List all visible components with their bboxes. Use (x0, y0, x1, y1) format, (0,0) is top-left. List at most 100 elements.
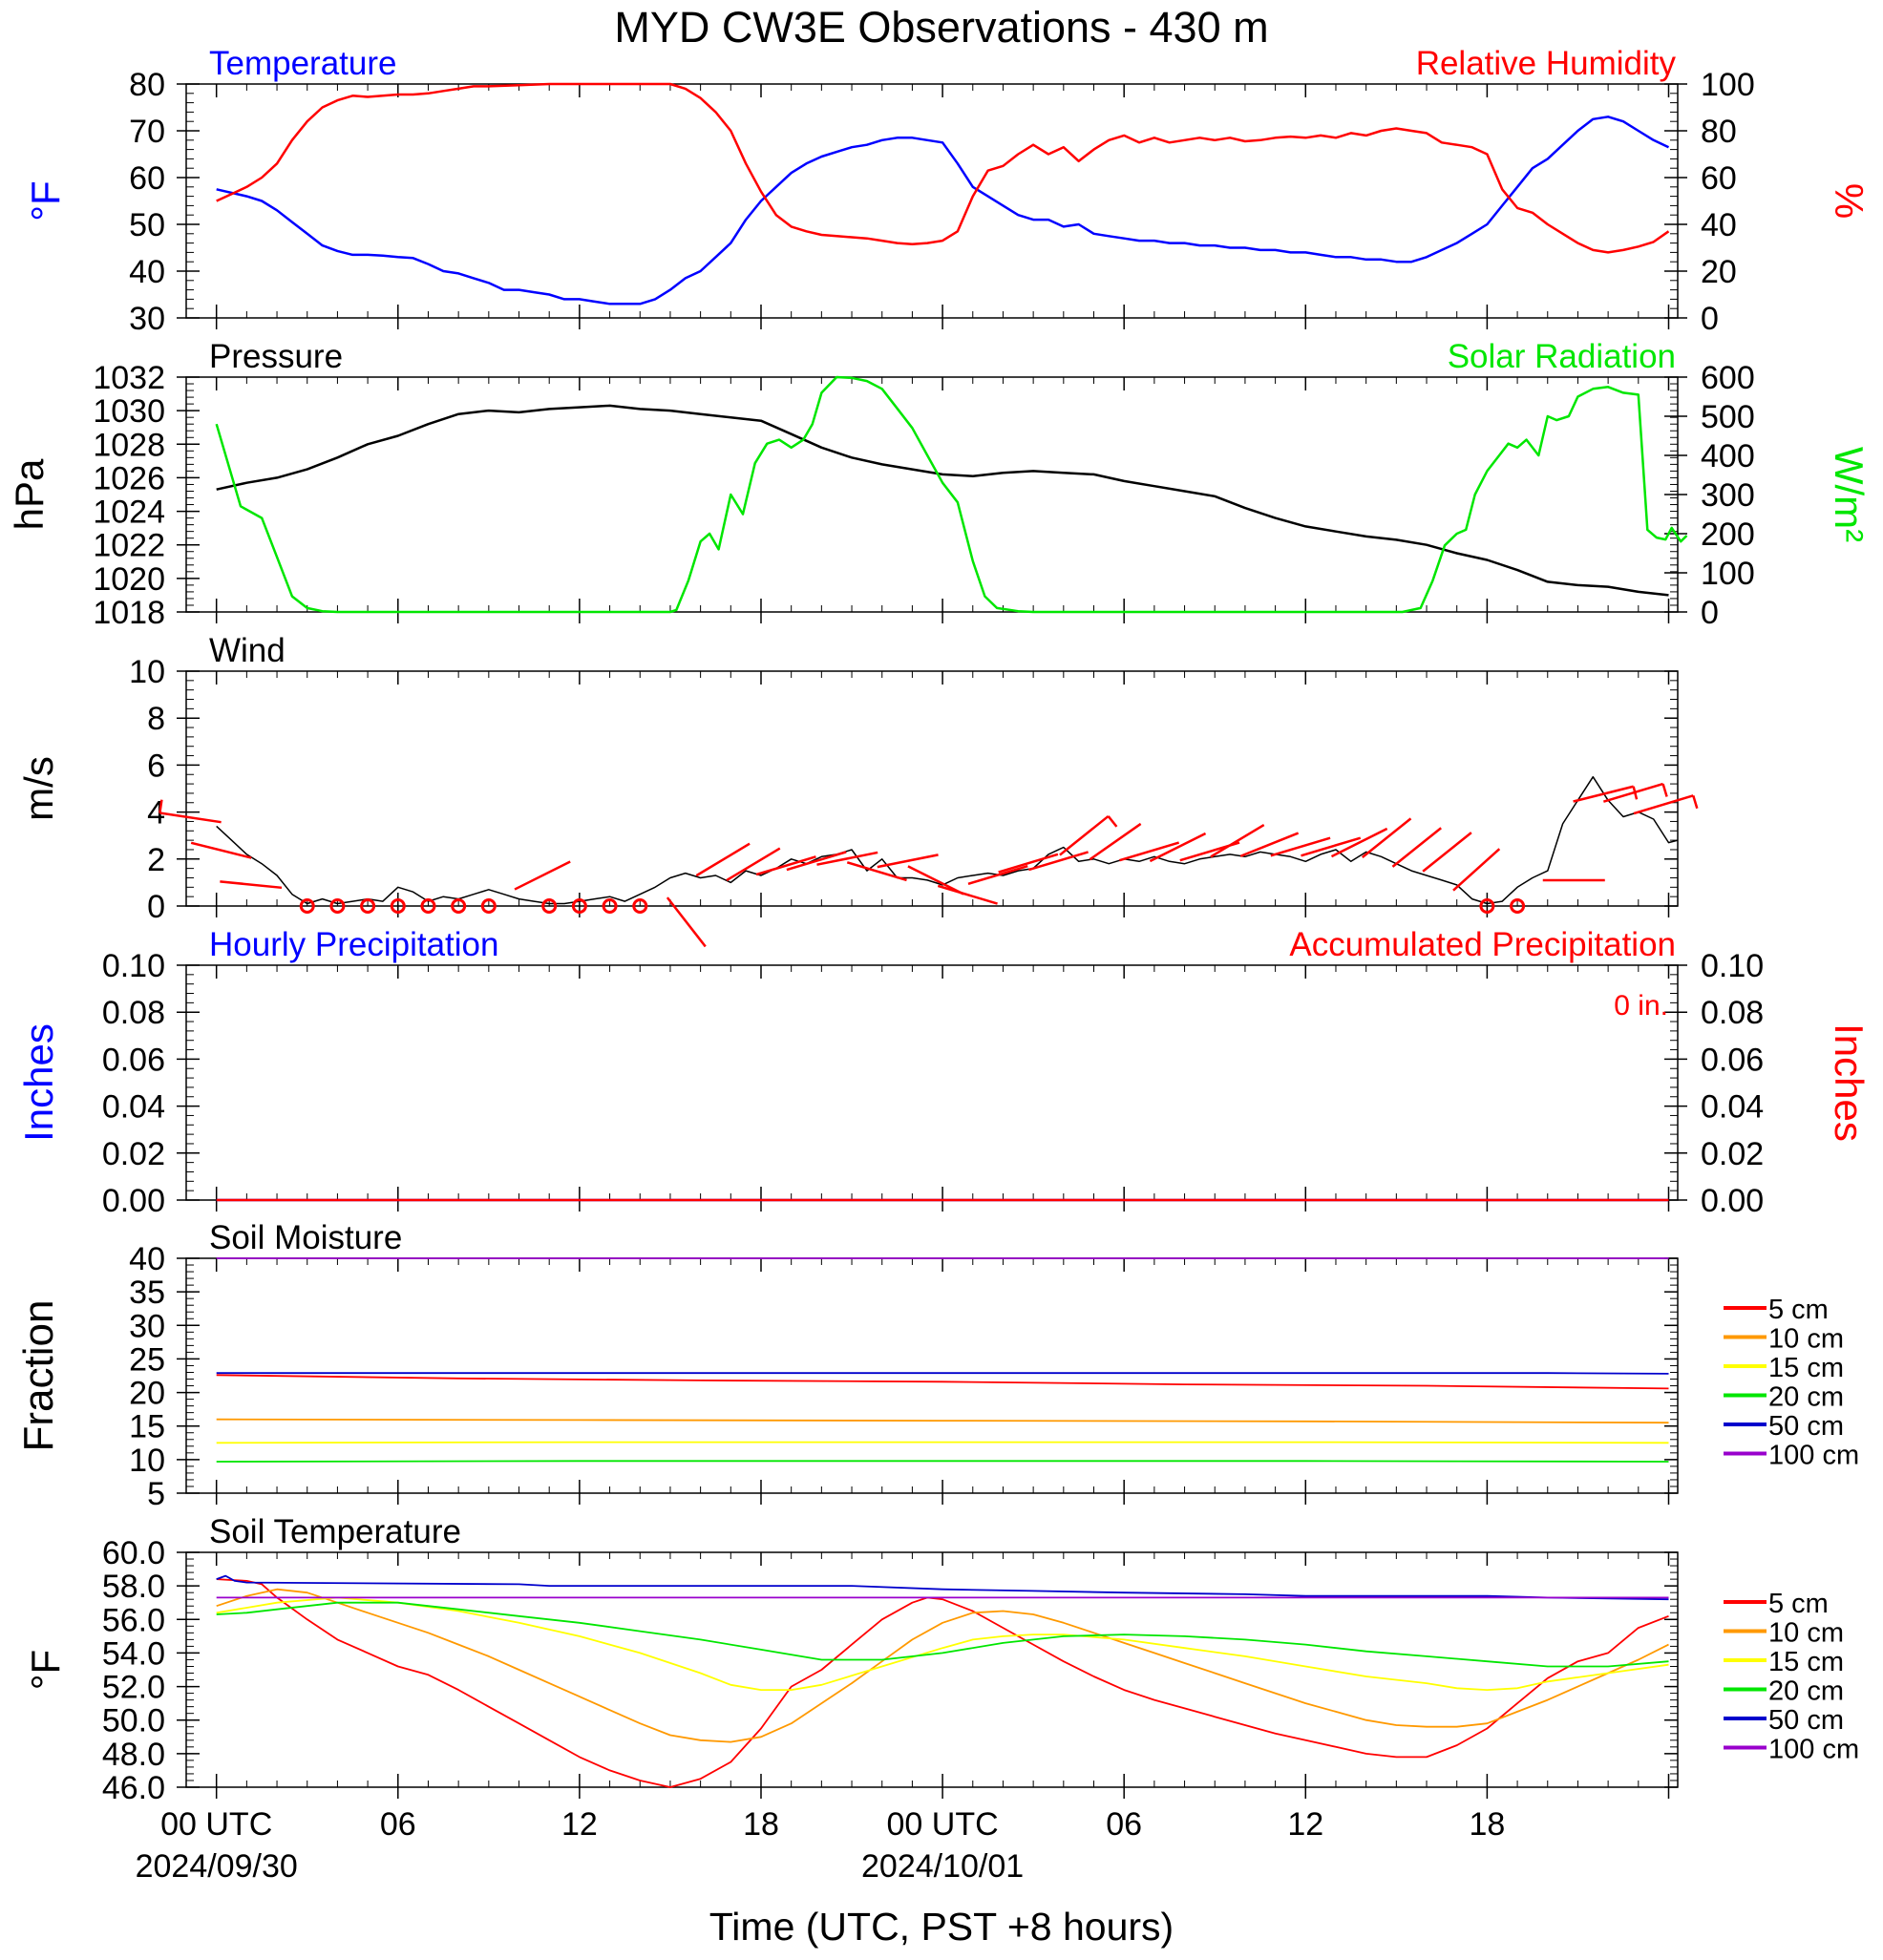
y-tick-label-left: 1024 (93, 495, 165, 531)
wind-barb (786, 851, 847, 872)
wind-barb (907, 865, 964, 896)
y-tick-label-right: 0.02 (1701, 1136, 1764, 1172)
y-tick-label-left: 1026 (93, 460, 165, 496)
wind-barb (1059, 814, 1110, 856)
y-tick-label-left: 1018 (93, 595, 165, 631)
wind-calm-marker (602, 898, 618, 914)
y-tick-label-left: 10 (129, 654, 165, 690)
wind-barb (998, 853, 1059, 874)
plot-frame (185, 670, 1679, 907)
legend-label: 20 cm (1768, 1676, 1844, 1707)
y-tick-label-right: 60 (1701, 160, 1737, 197)
y-tick-label-left: 1030 (93, 393, 165, 430)
y-axis-label-left: °F (23, 180, 68, 221)
y-tick-label-left: 52.0 (102, 1670, 165, 1706)
y-tick-label-left: 40 (129, 254, 165, 290)
y-tick-label-left: 30 (129, 1308, 165, 1344)
panel-title-right: Relative Humidity (1416, 45, 1677, 82)
panel-title-left: Soil Temperature (209, 1513, 461, 1550)
y-tick-label-left: 40 (129, 1241, 165, 1277)
y-tick-label-left: 48.0 (102, 1737, 165, 1773)
y-tick-label-left: 25 (129, 1341, 165, 1378)
wind-barb (1239, 832, 1300, 857)
series-line-20cm (216, 1460, 1669, 1463)
x-date-label: 2024/10/01 (861, 1848, 1024, 1885)
wind-barb-flag (1107, 815, 1118, 828)
y-axis-label-right: Inches (1827, 1023, 1872, 1142)
y-tick-label-left: 35 (129, 1275, 165, 1311)
legend-label: 100 cm (1768, 1441, 1859, 1471)
panel-temp_rh: 30 40 50 60 70 80 0 20 40 60 80 100 Temperature Relat… (23, 45, 1872, 337)
y-tick-label-left: 60 (129, 160, 165, 197)
y-tick-label-left: 56.0 (102, 1602, 165, 1638)
wind-barb (1270, 836, 1331, 857)
wind-calm-marker (541, 898, 558, 914)
y-tick-label-right: 200 (1701, 516, 1755, 553)
wind-calm-marker (299, 898, 315, 914)
x-tick-label: 12 (561, 1806, 598, 1843)
y-tick-label-right: 0.00 (1701, 1183, 1764, 1219)
x-tick-label: 18 (743, 1806, 779, 1843)
panel-title-left: Soil Moisture (209, 1219, 402, 1256)
y-tick-label-left: 0.02 (102, 1136, 165, 1172)
series-line-50cm (216, 1372, 1669, 1375)
y-axis-label-left: °F (23, 1650, 68, 1690)
y-axis-label-left: Inches (16, 1023, 61, 1142)
wind-calm-marker (1479, 898, 1495, 914)
legend-label: 15 cm (1768, 1353, 1844, 1383)
wind-barb (1422, 832, 1472, 873)
wind-barb (755, 855, 816, 876)
x-tick-label: 00 UTC (887, 1806, 999, 1843)
plot-frame (185, 83, 1679, 319)
wind-barb (666, 896, 707, 948)
wind-calm-marker (1510, 898, 1526, 914)
wind-barb (1119, 841, 1180, 862)
y-tick-label-right: 0.10 (1701, 948, 1764, 984)
wind-barb (1330, 827, 1388, 858)
y-tick-label-left: 6 (147, 748, 165, 784)
wind-barb (220, 880, 283, 890)
series-line-50cm (216, 1574, 1669, 1601)
x-tick-label: 18 (1469, 1806, 1505, 1843)
wind-barb-flag (1661, 783, 1668, 797)
series-line-10cm (216, 1588, 1669, 1743)
y-tick-label-left: 70 (129, 114, 165, 150)
wind-barb (1301, 836, 1362, 857)
plot-frame (185, 1551, 1679, 1788)
x-tick-label: 00 UTC (160, 1806, 272, 1843)
y-tick-label-right: 100 (1701, 556, 1755, 592)
series-line-black (216, 404, 1669, 597)
y-tick-label-right: 20 (1701, 254, 1737, 290)
wind-calm-marker (420, 898, 436, 914)
y-tick-label-left: 58.0 (102, 1569, 165, 1605)
wind-calm-marker (390, 898, 406, 914)
legend-label: 10 cm (1768, 1324, 1844, 1355)
wind-barb-flag (1692, 794, 1699, 810)
wind-calm-marker (451, 898, 467, 914)
series-line-15cm (216, 1596, 1669, 1691)
y-tick-label-right: 500 (1701, 399, 1755, 435)
series-line-black (216, 775, 1679, 905)
y-axis-label-left: hPa (7, 458, 52, 530)
y-tick-label-left: 30 (129, 301, 165, 337)
wind-barb (726, 847, 781, 882)
y-tick-label-left: 0.06 (102, 1042, 165, 1078)
y-tick-label-left: 46.0 (102, 1770, 165, 1806)
y-tick-label-left: 0.10 (102, 948, 165, 984)
wind-barb (1391, 827, 1442, 868)
wind-barb (1633, 794, 1694, 815)
y-tick-label-right: 300 (1701, 477, 1755, 514)
legend-label: 50 cm (1768, 1705, 1844, 1736)
y-tick-label-left: 0 (147, 889, 165, 925)
y-tick-label-left: 1022 (93, 528, 165, 564)
y-tick-label-left: 0.04 (102, 1089, 165, 1126)
legend-label: 100 cm (1768, 1735, 1859, 1765)
legend-label: 10 cm (1768, 1618, 1844, 1649)
y-tick-label-left: 15 (129, 1409, 165, 1445)
series-line-20cm (216, 1601, 1669, 1668)
x-tick-label: 12 (1287, 1806, 1323, 1843)
y-tick-label-right: 400 (1701, 438, 1755, 474)
x-tick-label: 06 (380, 1806, 416, 1843)
wind-barb (1361, 817, 1412, 858)
series-line-15cm (216, 1441, 1669, 1444)
